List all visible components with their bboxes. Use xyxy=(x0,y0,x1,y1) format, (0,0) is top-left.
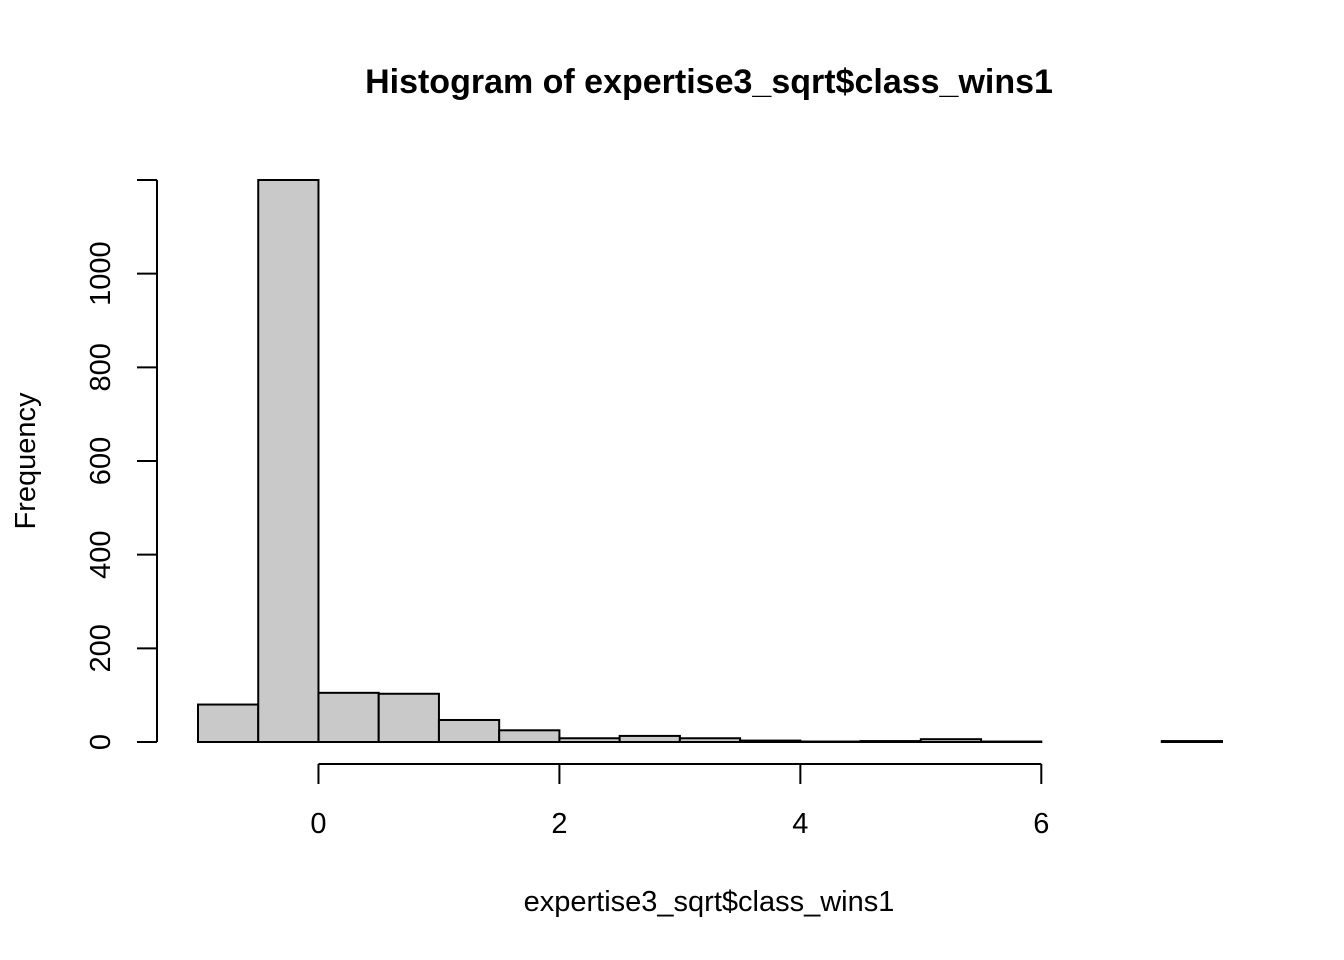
histogram-bar xyxy=(257,179,320,743)
y-tick-label: 600 xyxy=(85,437,117,485)
x-tick-label: 0 xyxy=(310,808,326,840)
y-tick-label: 800 xyxy=(85,343,117,391)
histogram-bar xyxy=(377,692,440,743)
y-axis-label: Frequency xyxy=(10,392,42,530)
histogram-bar xyxy=(317,691,380,744)
histogram-bar xyxy=(919,738,983,744)
y-tick-label: 400 xyxy=(85,530,117,578)
y-tick-label: 200 xyxy=(85,624,117,672)
histogram-bar xyxy=(859,740,922,744)
y-tick-label: 0 xyxy=(85,734,117,750)
x-axis-label: expertise3_sqrt$class_wins1 xyxy=(524,886,895,918)
histogram-bars xyxy=(197,179,1223,744)
histogram-bar xyxy=(197,703,260,743)
y-tick-label: 1000 xyxy=(85,241,117,306)
histogram-bar xyxy=(1160,740,1223,744)
x-tick-label: 4 xyxy=(792,808,808,840)
histogram-bar xyxy=(498,729,561,744)
x-axis: 0 2 4 6 xyxy=(310,763,1049,840)
histogram-bar xyxy=(678,737,742,744)
x-tick-label: 2 xyxy=(551,808,567,840)
histogram-bar xyxy=(558,737,621,744)
histogram-bar xyxy=(618,734,681,744)
x-tick-label: 6 xyxy=(1033,808,1049,840)
chart-title: Histogram of expertise3_sqrt$class_wins1 xyxy=(365,63,1053,101)
histogram-bar xyxy=(739,739,802,743)
y-axis: 0 200 400 600 800 1000 xyxy=(85,179,158,750)
histogram-bar xyxy=(437,718,501,744)
